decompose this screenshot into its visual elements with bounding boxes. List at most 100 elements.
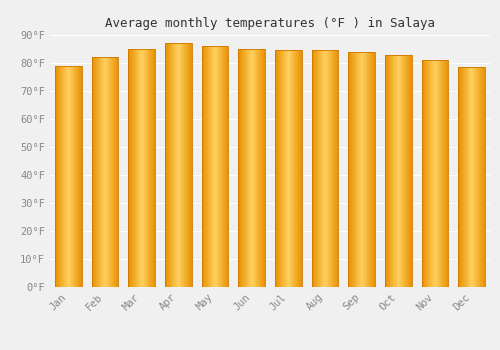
Bar xyxy=(171,43,172,287)
Bar xyxy=(477,67,478,287)
Bar xyxy=(190,43,191,287)
Bar xyxy=(447,60,448,287)
Bar xyxy=(364,52,365,287)
Bar xyxy=(331,50,332,287)
Bar xyxy=(334,50,335,287)
Bar xyxy=(227,46,228,287)
Bar xyxy=(482,67,483,287)
Bar xyxy=(246,49,247,287)
Bar xyxy=(361,52,362,287)
Bar xyxy=(244,49,245,287)
Bar xyxy=(458,67,459,287)
Bar xyxy=(79,66,80,287)
Bar xyxy=(251,49,252,287)
Bar xyxy=(55,66,56,287)
Bar xyxy=(312,50,338,287)
Bar xyxy=(403,55,404,287)
Bar xyxy=(438,60,439,287)
Bar xyxy=(128,49,129,287)
Bar xyxy=(411,55,412,287)
Bar xyxy=(373,52,374,287)
Bar xyxy=(112,57,113,287)
Bar xyxy=(466,67,467,287)
Bar xyxy=(426,60,427,287)
Bar xyxy=(329,50,330,287)
Bar xyxy=(483,67,484,287)
Bar xyxy=(405,55,406,287)
Bar xyxy=(428,60,429,287)
Bar xyxy=(360,52,361,287)
Bar xyxy=(72,66,73,287)
Bar xyxy=(213,46,214,287)
Bar xyxy=(114,57,115,287)
Bar xyxy=(174,43,175,287)
Bar xyxy=(128,49,155,287)
Bar xyxy=(223,46,224,287)
Bar xyxy=(469,67,470,287)
Bar xyxy=(430,60,431,287)
Bar xyxy=(81,66,82,287)
Bar xyxy=(283,50,284,287)
Bar xyxy=(287,50,288,287)
Bar xyxy=(404,55,405,287)
Bar xyxy=(444,60,445,287)
Bar xyxy=(258,49,259,287)
Bar xyxy=(61,66,62,287)
Bar xyxy=(349,52,350,287)
Bar xyxy=(137,49,138,287)
Bar xyxy=(247,49,248,287)
Bar xyxy=(221,46,222,287)
Bar xyxy=(149,49,150,287)
Bar xyxy=(374,52,375,287)
Bar xyxy=(184,43,185,287)
Bar xyxy=(224,46,225,287)
Bar xyxy=(464,67,465,287)
Bar xyxy=(68,66,69,287)
Bar xyxy=(69,66,70,287)
Bar xyxy=(142,49,143,287)
Bar xyxy=(206,46,207,287)
Bar xyxy=(140,49,141,287)
Bar xyxy=(292,50,293,287)
Bar xyxy=(470,67,471,287)
Bar xyxy=(358,52,359,287)
Bar xyxy=(248,49,249,287)
Bar xyxy=(365,52,366,287)
Bar xyxy=(361,52,362,287)
Bar xyxy=(262,49,263,287)
Bar xyxy=(181,43,182,287)
Bar xyxy=(131,49,132,287)
Bar xyxy=(208,46,209,287)
Bar xyxy=(179,43,180,287)
Bar xyxy=(179,43,180,287)
Bar xyxy=(348,52,349,287)
Bar xyxy=(422,60,423,287)
Bar xyxy=(92,57,118,287)
Bar xyxy=(175,43,176,287)
Bar xyxy=(217,46,218,287)
Bar xyxy=(249,49,250,287)
Bar xyxy=(289,50,290,287)
Bar xyxy=(443,60,444,287)
Bar xyxy=(177,43,178,287)
Bar xyxy=(134,49,135,287)
Bar xyxy=(317,50,318,287)
Bar xyxy=(250,49,251,287)
Bar xyxy=(431,60,432,287)
Bar xyxy=(410,55,411,287)
Bar xyxy=(76,66,77,287)
Bar xyxy=(300,50,301,287)
Bar xyxy=(264,49,265,287)
Bar xyxy=(62,66,63,287)
Bar xyxy=(458,67,485,287)
Bar xyxy=(476,67,477,287)
Bar xyxy=(423,60,424,287)
Bar xyxy=(409,55,410,287)
Bar xyxy=(401,55,402,287)
Bar xyxy=(429,60,430,287)
Bar xyxy=(275,50,301,287)
Bar xyxy=(323,50,324,287)
Bar xyxy=(225,46,226,287)
Bar xyxy=(385,55,386,287)
Bar xyxy=(215,46,216,287)
